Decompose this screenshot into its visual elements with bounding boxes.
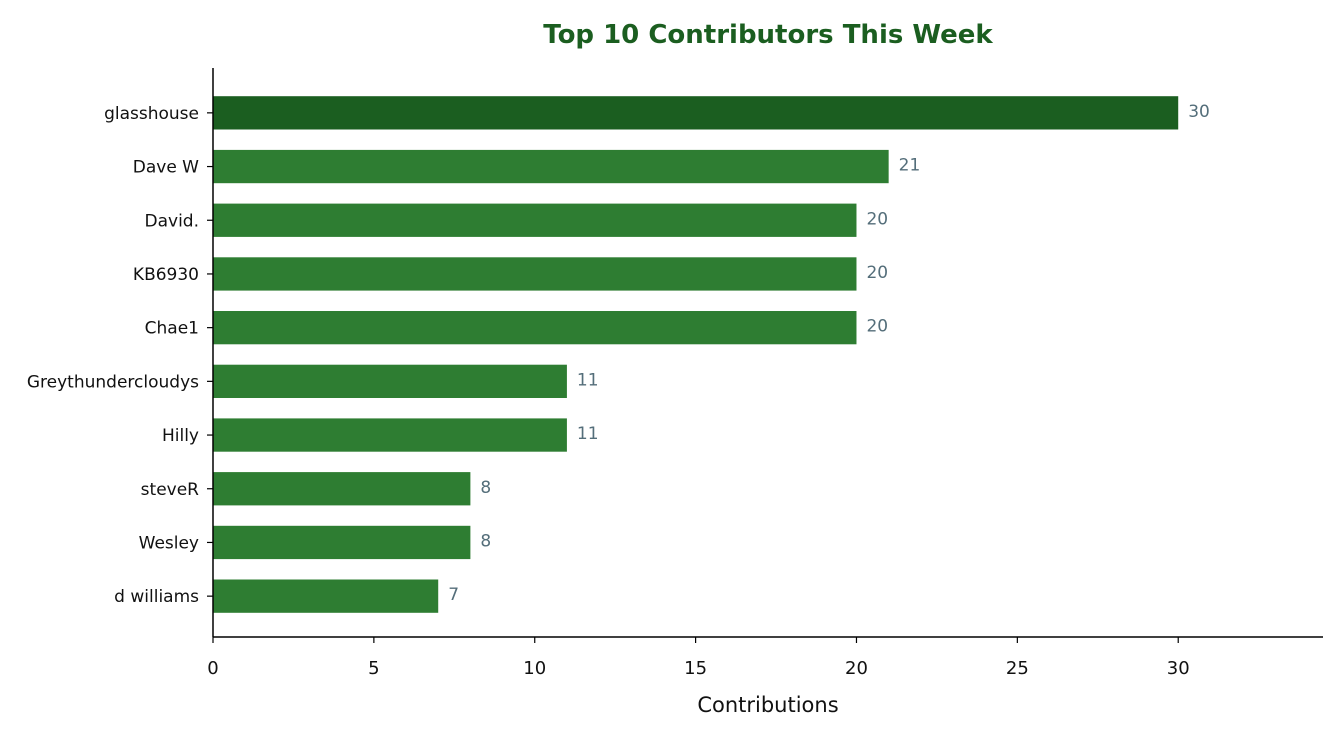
category-label: glasshouse xyxy=(104,104,199,124)
category-label: Chae1 xyxy=(145,319,199,339)
x-tick-label: 0 xyxy=(207,658,218,679)
x-tick-label: 20 xyxy=(845,658,868,679)
category-label: David. xyxy=(145,211,200,231)
data-label: 20 xyxy=(866,209,888,229)
x-tick-label: 5 xyxy=(368,658,379,679)
x-tick-label: 10 xyxy=(523,658,546,679)
category-labels: glasshouse Dave W David. KB6930 Chae1 Greythu… xyxy=(27,104,213,607)
x-axis-title: Contributions xyxy=(697,693,838,717)
data-label: 8 xyxy=(480,531,491,551)
bar xyxy=(213,311,857,345)
category-label: Wesley xyxy=(139,533,199,553)
x-tick-label: 25 xyxy=(1006,658,1029,679)
category-label: KB6930 xyxy=(133,265,199,285)
bar xyxy=(213,203,857,237)
x-tick-label: 15 xyxy=(684,658,707,679)
data-label: 8 xyxy=(480,478,491,498)
bar xyxy=(213,149,889,184)
chart-title: Top 10 Contributors This Week xyxy=(543,20,993,50)
x-axis-ticks: 0 5 10 15 20 25 30 xyxy=(207,637,1190,679)
data-label: 7 xyxy=(448,585,459,605)
data-label: 21 xyxy=(899,156,921,176)
bar xyxy=(213,418,567,452)
bar xyxy=(213,96,1179,130)
x-tick-label: 30 xyxy=(1167,658,1190,679)
data-label: 20 xyxy=(866,317,888,337)
bar xyxy=(213,472,471,506)
data-label: 11 xyxy=(577,370,599,390)
bar xyxy=(213,579,439,613)
category-label: Dave W xyxy=(133,158,199,178)
category-label: Greythundercloudys xyxy=(27,372,199,392)
category-label: Hilly xyxy=(162,426,199,446)
data-labels: 30 21 20 20 20 11 11 8 8 7 xyxy=(448,102,1210,605)
bars-group xyxy=(213,96,1179,613)
category-label: steveR xyxy=(141,480,200,500)
data-label: 20 xyxy=(866,263,888,283)
data-label: 11 xyxy=(577,424,599,444)
bar xyxy=(213,364,567,398)
bar xyxy=(213,525,471,560)
bar xyxy=(213,257,857,291)
category-label: d williams xyxy=(114,587,199,607)
data-label: 30 xyxy=(1188,102,1210,122)
